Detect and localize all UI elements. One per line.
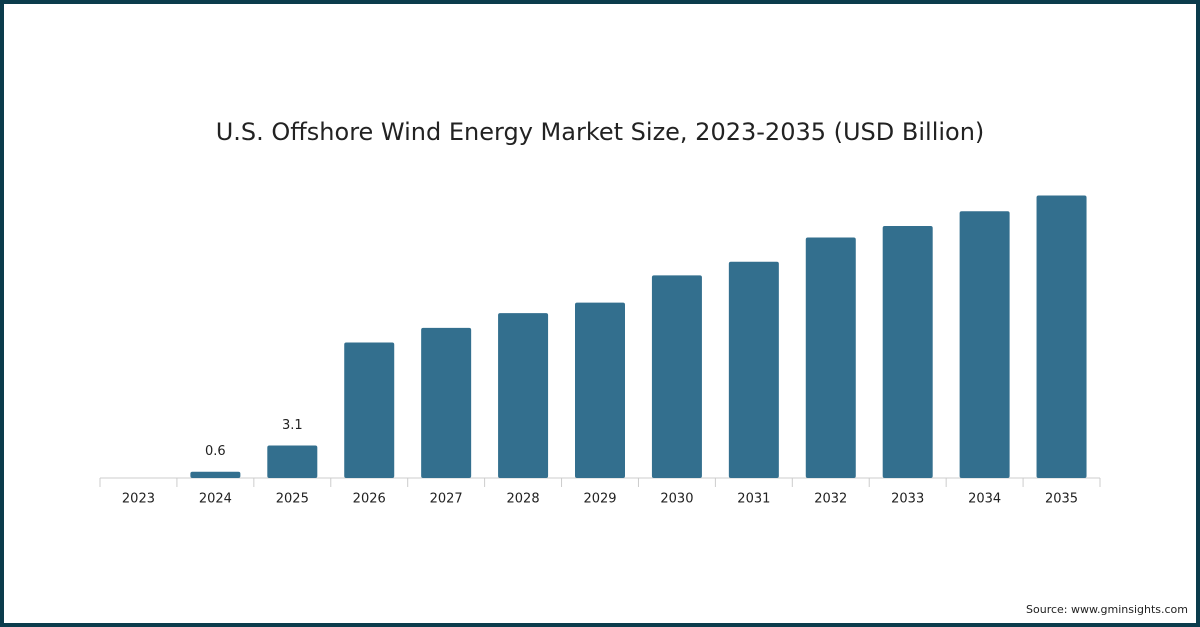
x-tick-label: 2032	[814, 492, 847, 507]
x-tick-label: 2031	[737, 492, 770, 507]
x-tick-label: 2035	[1045, 492, 1078, 507]
bar	[498, 313, 549, 478]
x-tick-label: 2030	[660, 492, 693, 507]
bar	[882, 226, 933, 478]
bar	[1036, 195, 1087, 479]
source: Source: www.gminsights.com	[1026, 603, 1188, 616]
x-tick-label: 2023	[122, 492, 155, 507]
x-tick-label: 2033	[891, 492, 924, 507]
chart-title: U.S. Offshore Wind Energy Market Size, 2…	[216, 118, 985, 146]
bar	[575, 302, 625, 478]
x-tick-label: 2028	[507, 492, 540, 507]
value-label: 3.1	[282, 418, 303, 433]
x-tick-label: 2027	[430, 492, 463, 507]
x-tick-label: 2034	[968, 492, 1001, 507]
bar	[267, 445, 318, 478]
bar	[344, 342, 395, 478]
x-tick-label: 2029	[583, 492, 616, 507]
bar	[651, 275, 702, 478]
x-tick-label: 2026	[353, 492, 386, 507]
value-label: 0.6	[205, 444, 226, 459]
bar	[728, 261, 779, 478]
x-tick-label: 2024	[199, 492, 232, 507]
bar	[421, 327, 472, 478]
x-tick-label: 2025	[276, 492, 309, 507]
bar	[190, 471, 241, 478]
bar	[959, 211, 1010, 479]
bar	[805, 237, 856, 478]
